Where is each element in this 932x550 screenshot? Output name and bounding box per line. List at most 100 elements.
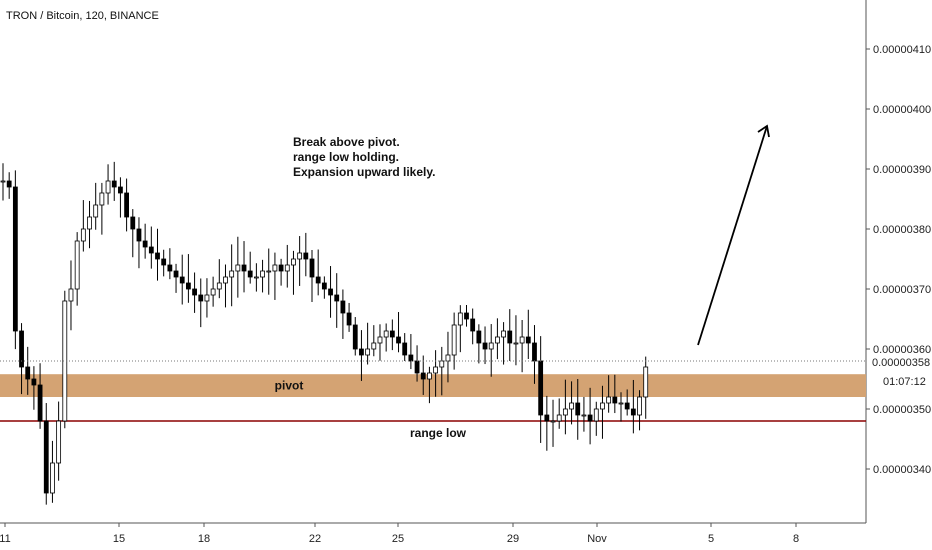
- candle-body[interactable]: [6, 180, 12, 188]
- candle-body[interactable]: [303, 252, 309, 260]
- candle-body[interactable]: [593, 408, 599, 422]
- candle-body[interactable]: [87, 216, 92, 230]
- candle-body[interactable]: [185, 282, 191, 290]
- candle-body[interactable]: [389, 330, 395, 338]
- candle-body[interactable]: [377, 336, 383, 344]
- candle-body[interactable]: [550, 420, 556, 423]
- candle-body[interactable]: [235, 264, 241, 272]
- candle-body[interactable]: [433, 366, 439, 374]
- candle-body[interactable]: [587, 414, 593, 422]
- candle-body[interactable]: [68, 288, 74, 302]
- candle-body[interactable]: [396, 336, 401, 344]
- candle-body[interactable]: [402, 342, 408, 356]
- candle-body[interactable]: [556, 414, 562, 422]
- candle-body[interactable]: [482, 342, 488, 350]
- candle-body[interactable]: [223, 276, 228, 284]
- candle-body[interactable]: [297, 252, 303, 260]
- candle-body[interactable]: [309, 258, 315, 278]
- candle-body[interactable]: [532, 342, 537, 362]
- candle-body[interactable]: [93, 204, 99, 218]
- candle-body[interactable]: [525, 336, 531, 344]
- candle-body[interactable]: [637, 396, 642, 416]
- candle-body[interactable]: [12, 186, 18, 332]
- candle-body[interactable]: [359, 348, 364, 356]
- candle-body[interactable]: [161, 258, 167, 266]
- candle-body[interactable]: [334, 294, 340, 302]
- candle-body[interactable]: [365, 348, 371, 356]
- candle-body[interactable]: [451, 324, 457, 356]
- up-arrow-line[interactable]: [697, 125, 768, 346]
- candle-body[interactable]: [470, 318, 476, 332]
- candle-body[interactable]: [618, 402, 624, 405]
- candle-body[interactable]: [142, 240, 148, 248]
- candle-body[interactable]: [569, 402, 574, 410]
- candle-body[interactable]: [464, 312, 469, 320]
- candle-body[interactable]: [408, 354, 414, 362]
- candle-body[interactable]: [155, 252, 160, 260]
- pivot-zone[interactable]: [0, 374, 866, 397]
- candle-body[interactable]: [148, 246, 154, 254]
- time-axis-area[interactable]: [0, 523, 866, 550]
- candle-body[interactable]: [99, 192, 105, 206]
- candle-body[interactable]: [513, 342, 519, 345]
- candle-body[interactable]: [260, 270, 265, 278]
- candle-body[interactable]: [643, 366, 649, 398]
- candle-body[interactable]: [37, 384, 43, 422]
- candle-body[interactable]: [111, 180, 117, 188]
- candle-body[interactable]: [507, 330, 513, 344]
- candle-body[interactable]: [600, 402, 605, 410]
- candle-body[interactable]: [476, 330, 482, 344]
- candle-body[interactable]: [241, 264, 247, 272]
- candle-body[interactable]: [229, 270, 235, 278]
- candle-body[interactable]: [0, 180, 6, 183]
- candle-body[interactable]: [167, 264, 173, 272]
- candle-body[interactable]: [346, 312, 352, 326]
- candle-body[interactable]: [352, 324, 358, 350]
- candle-body[interactable]: [179, 276, 185, 284]
- candle-body[interactable]: [284, 264, 290, 272]
- candle-body[interactable]: [414, 360, 420, 374]
- candle-body[interactable]: [118, 186, 123, 194]
- candle-body[interactable]: [544, 414, 550, 422]
- candle-body[interactable]: [538, 360, 544, 416]
- candle-body[interactable]: [130, 216, 136, 230]
- candle-body[interactable]: [80, 228, 86, 242]
- candle-body[interactable]: [328, 288, 333, 296]
- candle-body[interactable]: [315, 276, 321, 284]
- candle-body[interactable]: [136, 228, 142, 242]
- candle-body[interactable]: [266, 270, 272, 273]
- candle-body[interactable]: [501, 330, 506, 338]
- candle-body[interactable]: [494, 336, 500, 344]
- candle-body[interactable]: [278, 264, 284, 272]
- candle-body[interactable]: [575, 402, 581, 416]
- candle-body[interactable]: [488, 342, 494, 350]
- candle-body[interactable]: [420, 372, 426, 380]
- candle-body[interactable]: [198, 294, 204, 302]
- candle-body[interactable]: [457, 312, 463, 326]
- candle-body[interactable]: [253, 276, 259, 279]
- candle-body[interactable]: [383, 330, 389, 338]
- candle-body[interactable]: [291, 258, 296, 266]
- candle-body[interactable]: [445, 354, 451, 362]
- candle-body[interactable]: [321, 282, 327, 290]
- candle-body[interactable]: [606, 396, 612, 404]
- candle-body[interactable]: [204, 294, 210, 302]
- candle-body[interactable]: [105, 180, 111, 194]
- plot-area[interactable]: [0, 0, 866, 523]
- candle-body[interactable]: [630, 408, 636, 416]
- candle-body[interactable]: [519, 336, 525, 344]
- candle-body[interactable]: [210, 288, 216, 296]
- candle-body[interactable]: [562, 408, 568, 416]
- candle-body[interactable]: [216, 282, 222, 290]
- candle-body[interactable]: [581, 414, 587, 417]
- candle-body[interactable]: [50, 462, 55, 494]
- candle-body[interactable]: [624, 402, 630, 410]
- candle-body[interactable]: [427, 372, 432, 380]
- candle-body[interactable]: [56, 420, 62, 464]
- price-axis-area[interactable]: [866, 0, 932, 523]
- candle-body[interactable]: [247, 270, 253, 278]
- candle-body[interactable]: [612, 396, 618, 404]
- candle-body[interactable]: [192, 288, 197, 296]
- candle-body[interactable]: [124, 192, 129, 218]
